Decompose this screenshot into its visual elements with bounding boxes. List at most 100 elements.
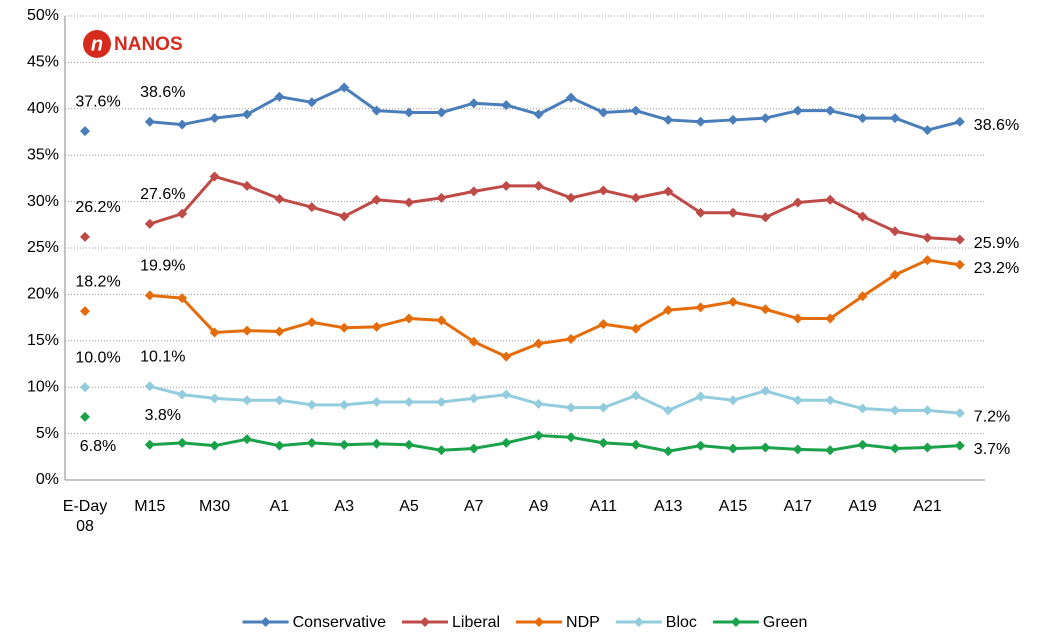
point-marker — [533, 109, 544, 120]
point-marker — [80, 231, 90, 242]
point-marker — [630, 323, 641, 334]
legend-marker — [260, 617, 271, 627]
point-marker — [339, 399, 350, 410]
point-marker — [630, 192, 641, 203]
point-marker — [533, 398, 544, 409]
point-marker — [306, 317, 317, 328]
data-label: 38.6% — [974, 117, 1019, 134]
point-marker — [144, 381, 155, 392]
x-tick-label: A11 — [589, 498, 618, 515]
point-marker — [209, 440, 220, 451]
data-label: 18.2% — [75, 273, 120, 290]
point-marker — [825, 313, 836, 324]
data-label: 26.2% — [75, 199, 120, 216]
y-tick-label: 25% — [27, 239, 59, 256]
y-tick-label: 35% — [27, 146, 59, 163]
point-marker — [177, 119, 188, 130]
point-marker — [274, 193, 285, 204]
point-marker — [404, 397, 414, 408]
point-marker — [922, 442, 933, 453]
legend-label: Conservative — [293, 614, 386, 631]
series-line — [149, 258, 961, 359]
point-marker — [144, 439, 155, 450]
point-marker — [760, 113, 771, 124]
point-marker — [501, 389, 512, 400]
point-marker — [890, 226, 900, 237]
point-marker — [792, 313, 803, 324]
point-marker — [598, 185, 609, 196]
point-marker — [598, 437, 609, 448]
data-label: 6.8% — [80, 438, 116, 455]
data-label: 25.9% — [974, 235, 1019, 252]
x-tick-label: A21 — [913, 498, 942, 515]
data-label: 7.2% — [974, 408, 1010, 425]
point-marker — [825, 395, 836, 406]
point-marker — [274, 395, 285, 406]
point-marker — [533, 430, 544, 441]
point-marker — [792, 105, 803, 116]
y-tick-label: 15% — [27, 332, 59, 349]
legend: Conservative Liberal NDP Bloc Green — [242, 614, 807, 631]
data-label: 3.7% — [974, 441, 1010, 458]
point-marker — [404, 107, 414, 118]
point-marker — [177, 437, 188, 448]
point-marker — [177, 293, 188, 304]
series-line — [149, 384, 960, 415]
point-marker — [890, 405, 900, 416]
logo-circle — [83, 30, 111, 58]
point-marker — [695, 302, 706, 313]
point-marker — [695, 207, 706, 218]
point-marker — [792, 444, 803, 455]
point-marker — [274, 91, 285, 102]
point-marker — [242, 325, 252, 336]
point-marker — [468, 393, 479, 404]
data-label: 27.6% — [140, 186, 185, 203]
point-marker — [954, 116, 965, 127]
point-marker — [630, 105, 641, 116]
x-tick-label: E-Day 08 — [62, 498, 108, 535]
point-marker — [80, 306, 90, 317]
point-marker — [566, 333, 576, 344]
x-tick-label: M30 — [199, 498, 231, 515]
point-marker — [274, 326, 285, 337]
point-marker — [857, 211, 868, 222]
point-marker — [598, 107, 609, 118]
series-line — [149, 433, 960, 453]
point-marker — [144, 116, 155, 127]
point-marker — [209, 113, 220, 124]
point-marker — [436, 107, 447, 118]
point-marker — [501, 180, 512, 191]
point-marker — [468, 443, 479, 454]
point-marker — [922, 125, 933, 136]
point-marker — [792, 197, 803, 208]
point-marker — [468, 336, 479, 347]
point-marker — [566, 432, 576, 443]
point-marker — [566, 192, 576, 203]
point-marker — [728, 296, 738, 307]
point-marker — [371, 438, 382, 449]
point-marker — [306, 202, 317, 213]
point-marker — [468, 98, 479, 109]
logo-text: NANOS — [114, 34, 183, 55]
point-marker — [436, 397, 447, 408]
point-marker — [663, 305, 674, 316]
point-marker — [371, 194, 382, 205]
y-tick-label: 45% — [27, 54, 59, 71]
point-marker — [242, 180, 252, 191]
point-marker — [695, 440, 706, 451]
point-marker — [857, 113, 868, 124]
point-marker — [954, 234, 965, 245]
point-marker — [760, 212, 771, 223]
point-marker — [371, 321, 382, 332]
point-marker — [760, 304, 771, 315]
point-marker — [857, 403, 868, 414]
point-marker — [404, 439, 414, 450]
point-marker — [242, 395, 252, 406]
x-tick-label: A3 — [334, 498, 354, 515]
y-tick-label: 40% — [27, 100, 59, 117]
point-marker — [663, 446, 674, 457]
point-marker — [760, 385, 771, 396]
point-marker — [695, 116, 706, 127]
point-marker — [80, 126, 90, 137]
point-marker — [728, 395, 738, 406]
